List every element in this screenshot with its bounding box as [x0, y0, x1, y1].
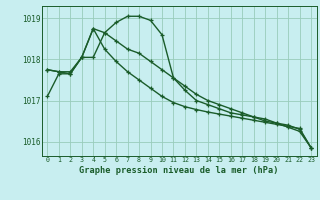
- X-axis label: Graphe pression niveau de la mer (hPa): Graphe pression niveau de la mer (hPa): [79, 166, 279, 175]
